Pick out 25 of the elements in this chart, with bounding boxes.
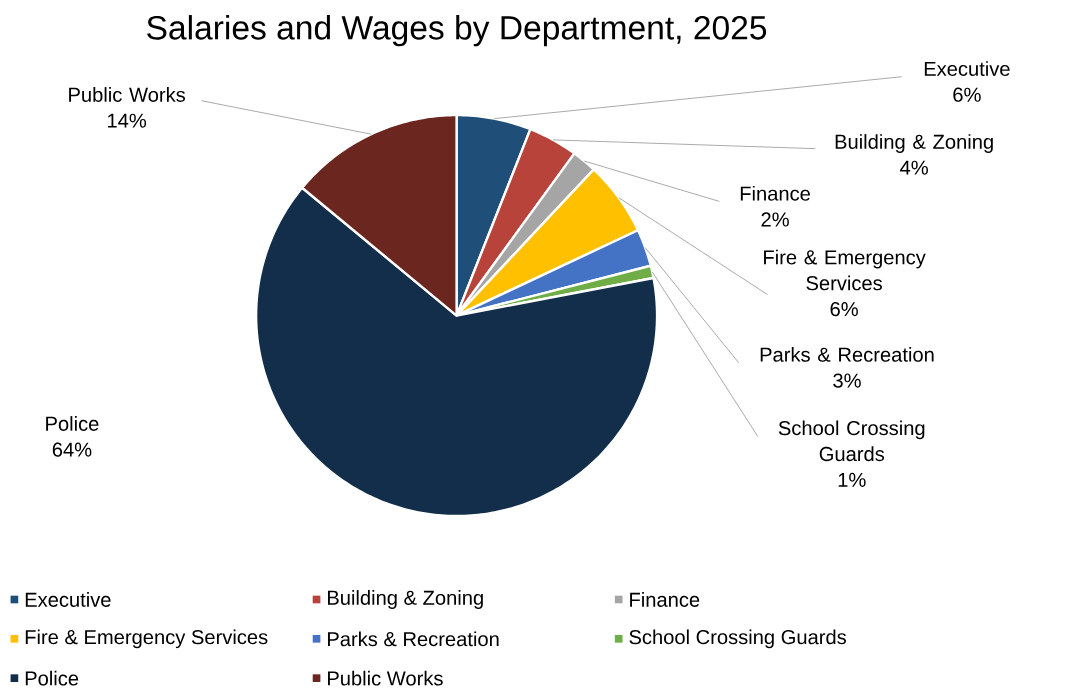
legend-label: Public Works — [327, 670, 443, 686]
legend-label: Building & Zoning — [327, 590, 483, 610]
slice-label: School Crossing Guards — [778, 420, 925, 462]
data-label: 2% — [761, 212, 789, 227]
slice-label: Public Works — [69, 87, 186, 103]
legend-label: Police — [25, 670, 79, 686]
data-label: 6% — [830, 302, 858, 317]
slice-label: Executive — [924, 61, 1010, 77]
slice-label: Finance — [740, 186, 810, 201]
data-label: 6% — [953, 87, 981, 103]
slice-label: Building & Zoning — [835, 134, 993, 154]
slice-label: Parks & Recreation — [760, 347, 934, 362]
slice-label: Police — [46, 416, 99, 432]
legend-label: Fire & Emergency Services — [25, 629, 268, 649]
legend-label: Parks & Recreation — [327, 631, 499, 647]
data-label: 1% — [838, 473, 866, 488]
data-label: 14% — [108, 113, 147, 128]
data-label: 4% — [900, 160, 928, 175]
data-label: 3% — [833, 373, 861, 388]
legend-label: School Crossing Guards — [629, 629, 847, 649]
data-label: 64% — [52, 442, 92, 457]
legend-label: Finance — [630, 592, 700, 608]
legend-label: Executive — [25, 592, 111, 608]
chart-title: Salaries and Wages by Department, 2025 — [147, 15, 767, 47]
slice-label: Fire & Emergency Services — [764, 249, 926, 291]
